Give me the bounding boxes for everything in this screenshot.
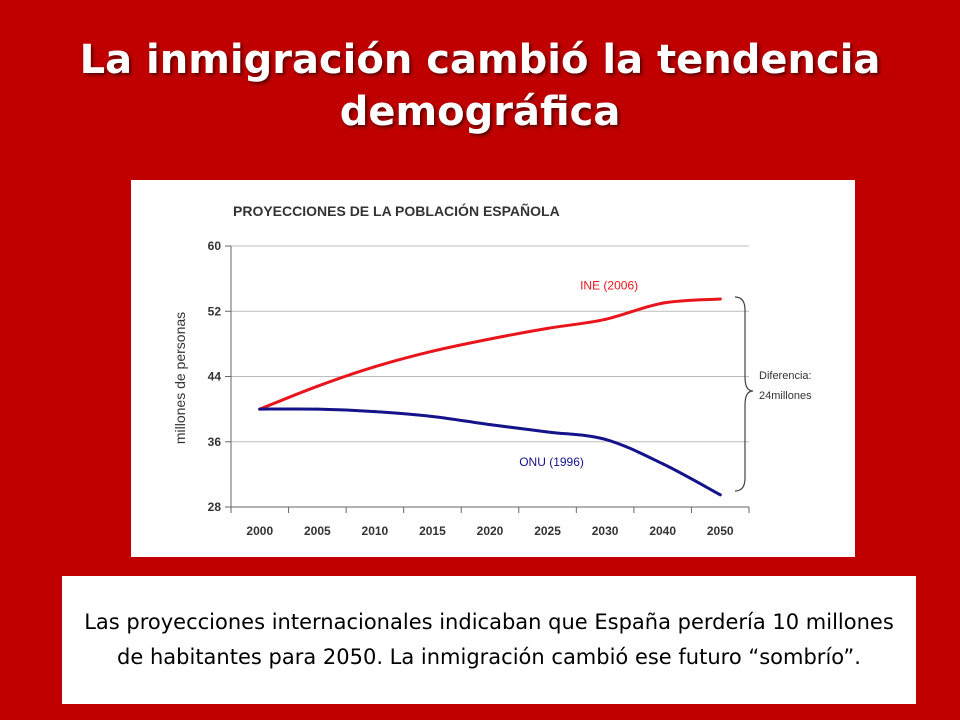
series-0-point-2040 [661,301,665,305]
chart-panel: PROYECCIONES DE LA POBLACIÓN ESPAÑOLA 28… [131,180,855,557]
series-1-point-2040 [661,462,665,466]
series-1-point-2025 [546,430,550,434]
series-0-point-2050 [718,297,722,301]
series-layer: INE (2006) ONU (1996) [258,278,722,497]
y-axis-label: millones de personas [172,312,188,444]
axis-layer: 28 36 44 52 60 2000 2005 2010 2015 2020 2025 2030 20… [208,239,750,538]
series-label-0: INE (2006) [580,278,638,292]
x-tick-label-2020: 2020 [477,524,504,538]
series-0-point-2005 [315,384,319,388]
x-tick-label-2015: 2015 [419,524,446,538]
x-tick-label-2030: 2030 [592,524,619,538]
series-1-point-2010 [373,410,377,414]
x-tick-label-2000: 2000 [246,524,273,538]
annotation-line1: Diferencia: [759,370,812,382]
population-chart: PROYECCIONES DE LA POBLACIÓN ESPAÑOLA 28… [172,202,812,538]
series-0-point-2025 [546,326,550,330]
series-label-1: ONU (1996) [519,455,584,469]
series-0-point-2010 [373,365,377,369]
chart-title: PROYECCIONES DE LA POBLACIÓN ESPAÑOLA [233,202,560,219]
caption-box: Las proyecciones internacionales indicab… [62,576,916,704]
x-tick-label-2025: 2025 [534,524,561,538]
series-1-point-2015 [430,414,434,418]
x-tick-label-2010: 2010 [362,524,389,538]
series-1-point-2030 [603,437,607,441]
x-tick-label-2050: 2050 [707,524,734,538]
y-tick-label-36: 36 [208,435,222,449]
series-0-point-2020 [488,337,492,341]
caption-text: Las proyecciones internacionales indicab… [84,610,894,669]
x-tick-label-2005: 2005 [304,524,331,538]
difference-brace [734,296,754,492]
series-0-point-2030 [603,317,607,321]
x-tick-label-2040: 2040 [649,524,676,538]
series-1-point-2000 [258,407,262,411]
series-1-point-2005 [315,407,319,411]
y-tick-label-52: 52 [208,304,222,318]
slide-title: La inmigración cambió la tendencia demog… [79,37,881,135]
y-tick-label-28: 28 [208,500,222,514]
series-line-0 [258,297,722,411]
y-tick-label-60: 60 [208,239,222,253]
series-1-point-2020 [488,423,492,427]
series-1-point-2050 [718,493,722,497]
series-line-1 [258,407,722,497]
y-tick-label-44: 44 [208,370,222,384]
annotation-line2: 24millones [759,390,812,402]
series-0-point-2015 [430,349,434,353]
